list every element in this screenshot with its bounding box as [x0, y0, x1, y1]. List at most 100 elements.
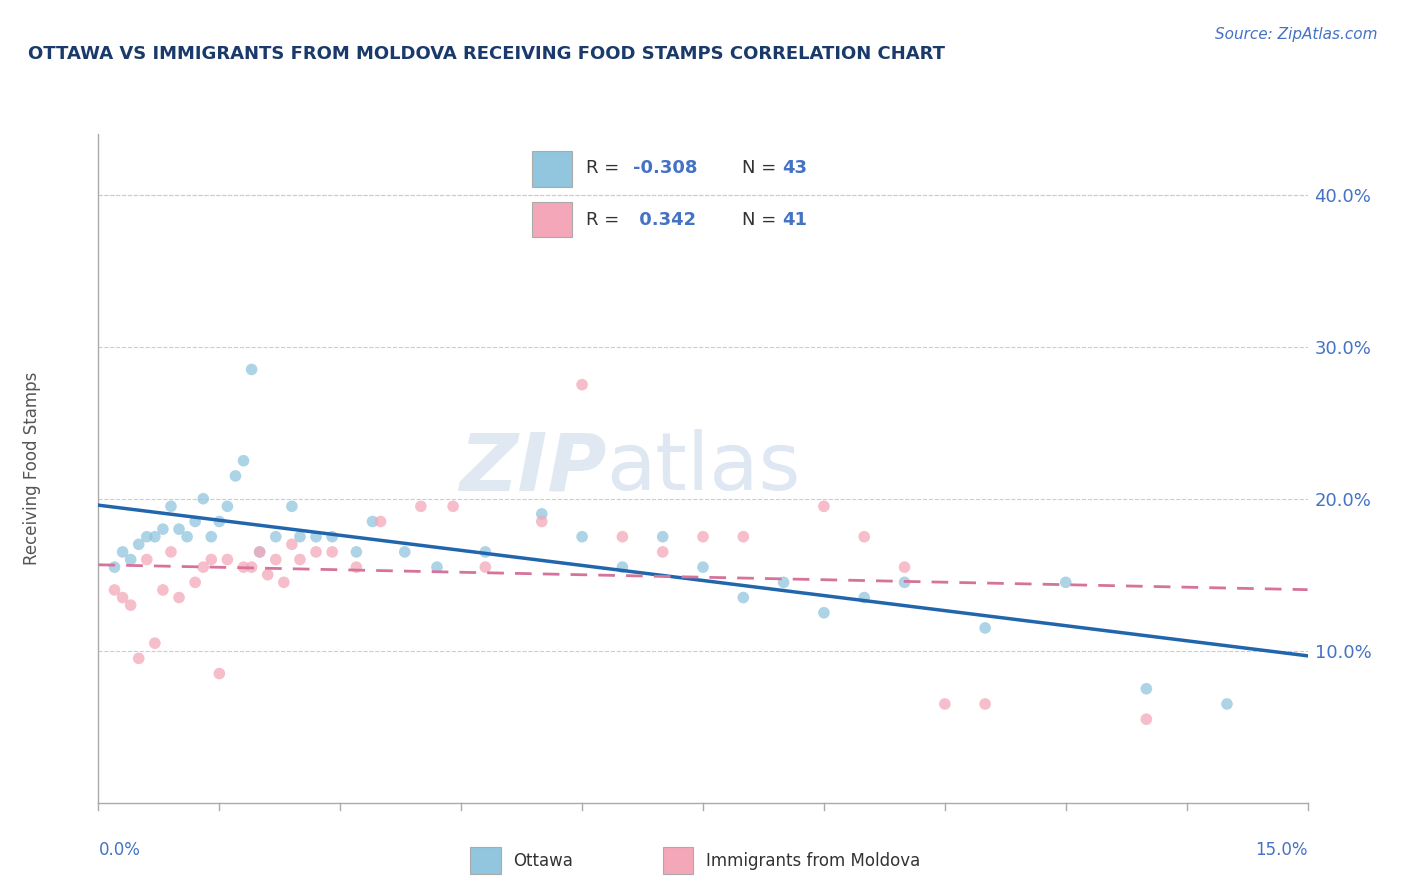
Text: 0.342: 0.342 [633, 211, 696, 228]
Point [692, 560, 714, 574]
Point [370, 515, 392, 529]
Point [232, 560, 254, 574]
Point [232, 453, 254, 467]
Point [281, 537, 304, 551]
Point [160, 545, 183, 559]
Point [120, 598, 142, 612]
Text: atlas: atlas [606, 429, 800, 508]
Text: ZIP: ZIP [458, 429, 606, 508]
Point [321, 545, 343, 559]
Point [305, 530, 328, 544]
Point [733, 591, 755, 605]
FancyBboxPatch shape [662, 847, 693, 874]
Point [974, 621, 997, 635]
Point [264, 552, 287, 566]
Point [184, 575, 207, 590]
Point [152, 582, 174, 597]
Point [143, 636, 166, 650]
Point [1054, 575, 1077, 590]
Text: Immigrants from Moldova: Immigrants from Moldova [706, 852, 920, 870]
Point [612, 530, 634, 544]
Point [176, 530, 198, 544]
Point [612, 560, 634, 574]
Point [240, 362, 263, 376]
Text: -0.308: -0.308 [633, 160, 697, 178]
Text: N =: N = [742, 211, 782, 228]
Point [934, 697, 956, 711]
Text: 15.0%: 15.0% [1256, 841, 1308, 859]
Point [193, 491, 215, 506]
Point [692, 530, 714, 544]
Text: N =: N = [742, 160, 782, 178]
Point [571, 377, 593, 392]
Point [152, 522, 174, 536]
Point [651, 545, 673, 559]
Point [167, 591, 190, 605]
Point [256, 567, 278, 582]
FancyBboxPatch shape [531, 202, 572, 237]
Point [135, 552, 157, 566]
Point [200, 552, 222, 566]
Point [571, 530, 593, 544]
Point [813, 500, 835, 514]
Point [200, 530, 222, 544]
Point [474, 560, 496, 574]
Point [217, 552, 239, 566]
Point [772, 575, 794, 590]
Point [974, 697, 997, 711]
Point [893, 560, 915, 574]
Text: R =: R = [586, 160, 624, 178]
Point [344, 560, 367, 574]
FancyBboxPatch shape [470, 847, 501, 874]
Point [264, 530, 287, 544]
Point [120, 552, 142, 566]
Point [128, 651, 150, 665]
FancyBboxPatch shape [531, 152, 572, 186]
Text: 41: 41 [782, 211, 807, 228]
Point [733, 530, 755, 544]
Point [135, 530, 157, 544]
Point [167, 522, 190, 536]
Point [1135, 681, 1157, 696]
Point [103, 560, 125, 574]
Point [240, 560, 263, 574]
Point [651, 530, 673, 544]
Point [344, 545, 367, 559]
Text: OTTAWA VS IMMIGRANTS FROM MOLDOVA RECEIVING FOOD STAMPS CORRELATION CHART: OTTAWA VS IMMIGRANTS FROM MOLDOVA RECEIV… [28, 45, 945, 62]
Point [530, 507, 553, 521]
Point [281, 500, 304, 514]
Point [288, 530, 311, 544]
Point [474, 545, 496, 559]
Point [426, 560, 449, 574]
Point [893, 575, 915, 590]
Point [853, 591, 876, 605]
Point [224, 469, 246, 483]
Text: 0.0%: 0.0% [98, 841, 141, 859]
Point [143, 530, 166, 544]
Point [193, 560, 215, 574]
Point [321, 530, 343, 544]
Point [409, 500, 432, 514]
Text: 43: 43 [782, 160, 807, 178]
Point [217, 500, 239, 514]
Point [111, 545, 134, 559]
Point [273, 575, 295, 590]
Point [103, 582, 125, 597]
Point [288, 552, 311, 566]
Text: Source: ZipAtlas.com: Source: ZipAtlas.com [1215, 27, 1378, 42]
Text: Ottawa: Ottawa [513, 852, 574, 870]
Point [249, 545, 271, 559]
Point [853, 530, 876, 544]
Point [249, 545, 271, 559]
Point [530, 515, 553, 529]
Point [184, 515, 207, 529]
Point [160, 500, 183, 514]
Point [1216, 697, 1239, 711]
Point [305, 545, 328, 559]
Point [208, 515, 231, 529]
Text: R =: R = [586, 211, 624, 228]
Text: Receiving Food Stamps: Receiving Food Stamps [22, 372, 41, 565]
Point [111, 591, 134, 605]
Point [128, 537, 150, 551]
Point [394, 545, 416, 559]
